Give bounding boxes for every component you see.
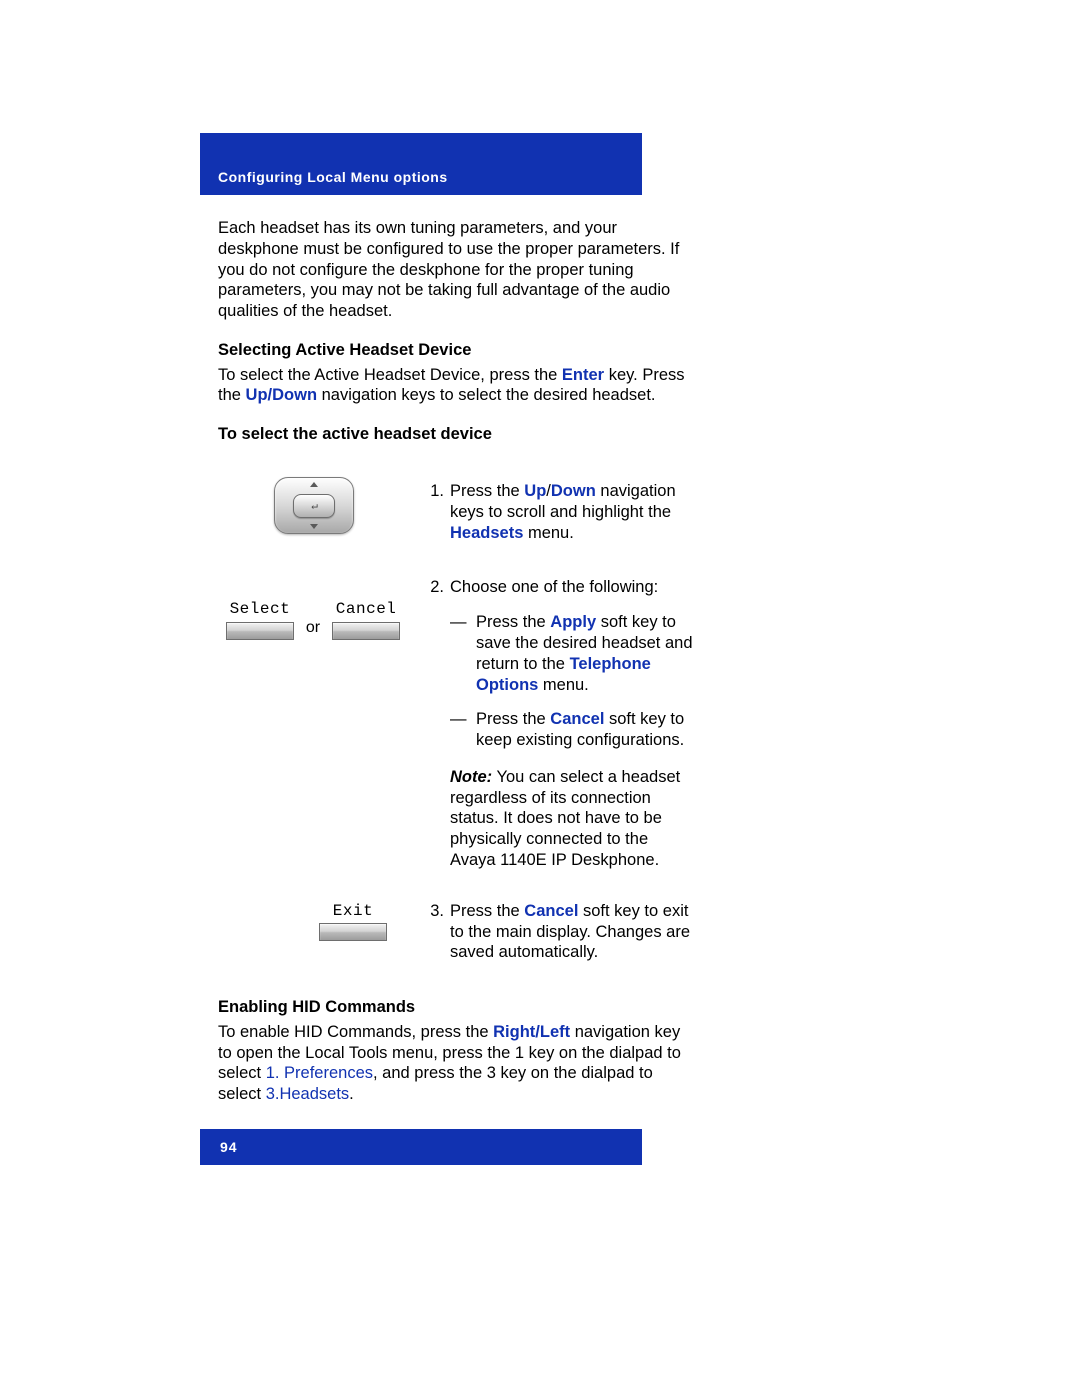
keyword-cancel-2: Cancel [524, 902, 578, 920]
step-3-graphic: Exit [218, 901, 416, 941]
intro-paragraph: Each headset has its own tuning paramete… [218, 218, 693, 322]
page-number: 94 [220, 1139, 238, 1155]
step-3-row: Exit 3. Press the Cancel soft key to exi… [218, 901, 693, 963]
keyword-headsets: Headsets [450, 524, 523, 542]
header-title: Configuring Local Menu options [218, 169, 448, 185]
softkey-select-button [226, 622, 294, 640]
step-2-note: Note: You can select a headset regardles… [450, 767, 693, 871]
section-heading-selecting: Selecting Active Headset Device [218, 340, 693, 361]
note-label: Note: [450, 768, 492, 786]
keyword-updown: Up/Down [246, 386, 318, 404]
section-heading-to-select: To select the active headset device [218, 424, 693, 445]
keyword-up: Up [524, 482, 546, 500]
softkey-select-label: Select [230, 599, 291, 619]
page-content: Each headset has its own tuning paramete… [218, 218, 693, 1123]
step-2-graphic: Select or Cancel [218, 577, 416, 639]
section-heading-hid: Enabling HID Commands [218, 997, 693, 1018]
keyword-down: Down [551, 482, 596, 500]
nav-up-icon [310, 482, 318, 487]
link-preferences: 1. Preferences [266, 1064, 373, 1082]
softkey-exit-label: Exit [333, 901, 373, 921]
keyword-enter: Enter [562, 366, 604, 384]
link-headsets: 3.Headsets [266, 1085, 349, 1103]
document-page: Configuring Local Menu options Each head… [0, 0, 1080, 1397]
step-1-graphic: ↵ [218, 481, 416, 532]
softkey-cancel-button [332, 622, 400, 640]
keyword-apply: Apply [550, 613, 596, 631]
footer-banner: 94 [200, 1129, 642, 1165]
step-2: 2. Choose one of the following: — Press … [416, 577, 693, 870]
step-2-option-b: — Press the Cancel soft key to keep exis… [450, 709, 693, 751]
softkey-exit-button [319, 923, 387, 941]
hid-paragraph: To enable HID Commands, press the Right/… [218, 1022, 693, 1105]
softkey-cancel-label: Cancel [336, 599, 397, 619]
step-3: 3. Press the Cancel soft key to exit to … [416, 901, 693, 963]
or-text: or [306, 600, 320, 638]
selecting-paragraph: To select the Active Headset Device, pre… [218, 365, 693, 407]
nav-enter-icon: ↵ [311, 499, 317, 513]
step-2-row: Select or Cancel 2. Choose one of the fo… [218, 577, 693, 870]
keyword-cancel: Cancel [550, 710, 604, 728]
step-2-option-a: — Press the Apply soft key to save the d… [450, 612, 693, 695]
step-1: 1. Press the Up/Down navigation keys to … [416, 481, 693, 543]
softkeys-select-cancel: Select or Cancel [226, 599, 400, 639]
step-1-row: ↵ 1. Press the Up/Down navigation keys t… [218, 481, 693, 543]
keyword-right-left: Right/Left [493, 1023, 570, 1041]
nav-down-icon [310, 524, 318, 529]
nav-key-icon: ↵ [274, 477, 352, 532]
header-banner: Configuring Local Menu options [200, 133, 642, 195]
